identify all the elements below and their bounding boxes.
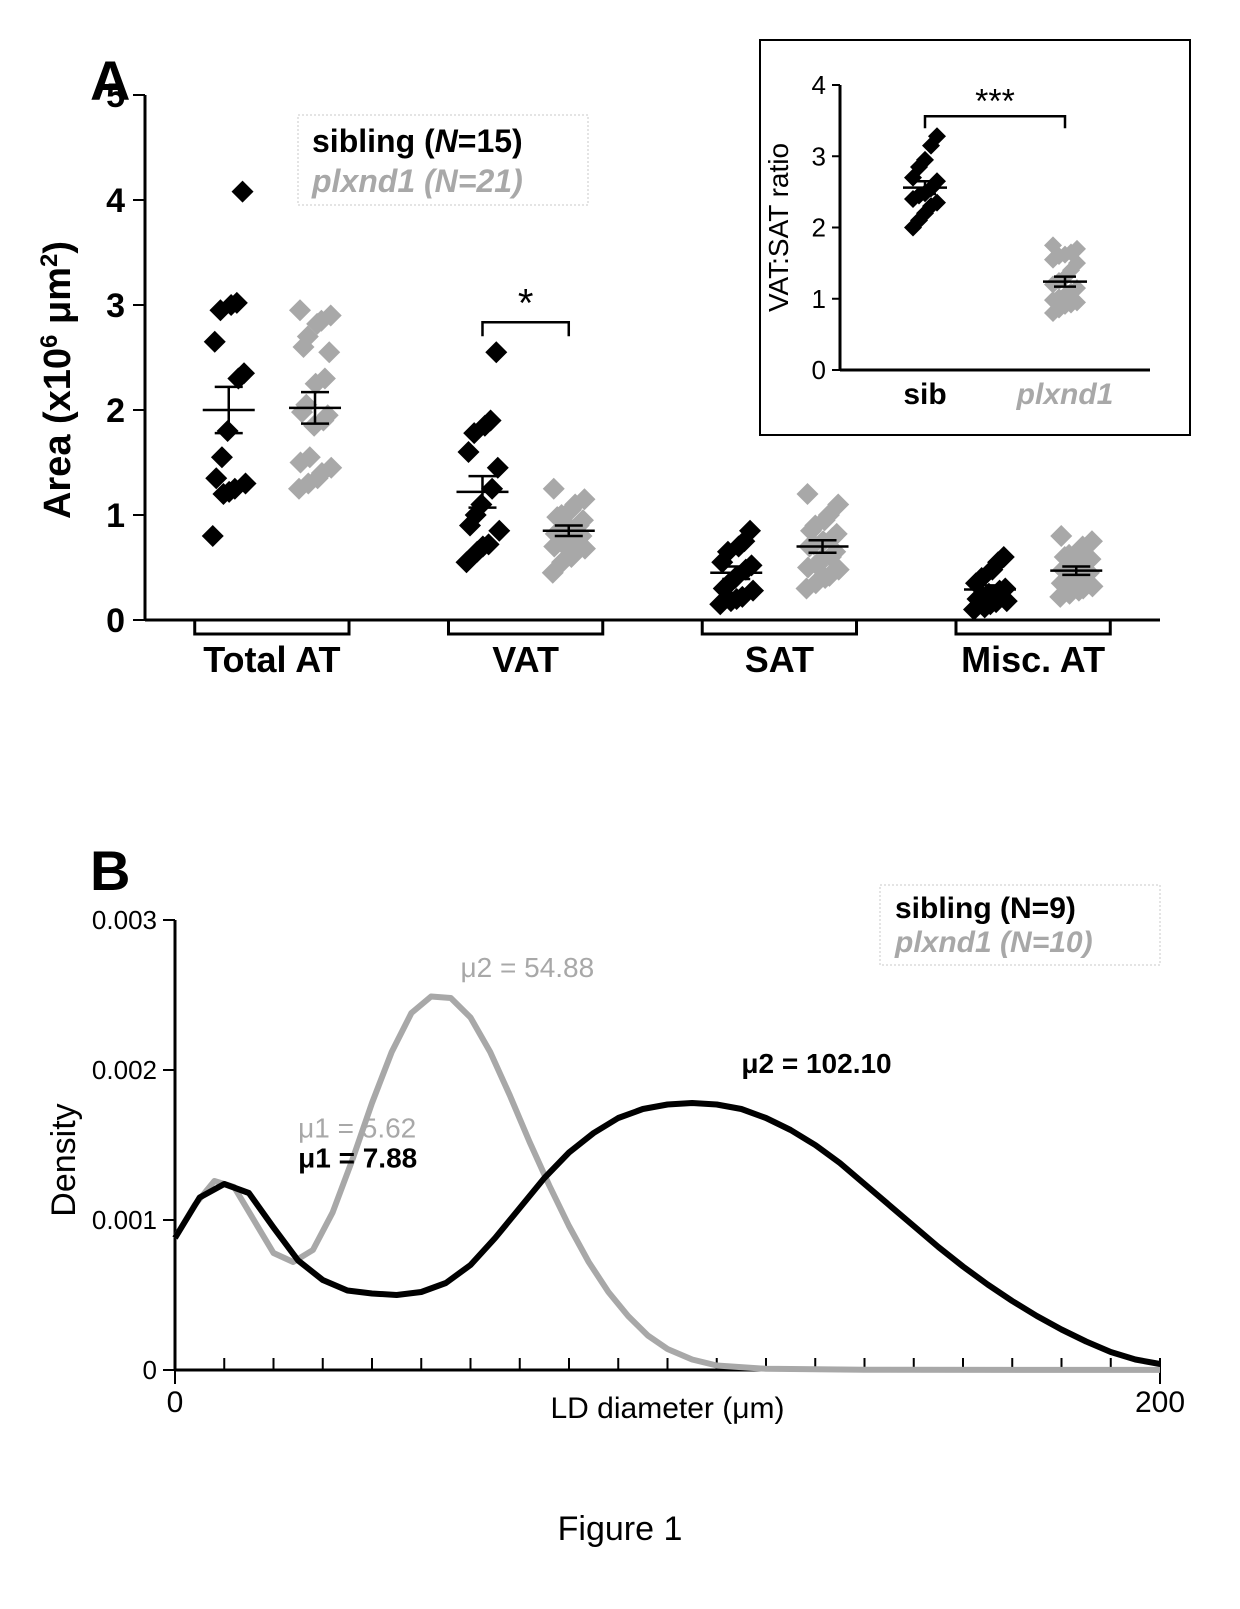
panel-b-curves [175, 997, 1160, 1370]
inset-significance: *** [975, 82, 1015, 120]
data-point [457, 441, 479, 463]
panel-a: A 012345 Total ATVATSATMisc. AT * Area (… [0, 0, 1240, 750]
y-tick-label: 0 [106, 602, 125, 640]
significance-star: * [518, 281, 534, 325]
ann-mu2-sib: μ2 = 102.10 [741, 1048, 891, 1079]
panel-a-x-categories: Total AT VAT SAT Misc. AT [195, 620, 1111, 680]
data-point [481, 478, 503, 500]
x-category-label: SAT [745, 639, 814, 680]
b-y-tick: 0.002 [92, 1055, 157, 1085]
panel-b-legend-sibling: sibling (N=9) [895, 892, 1076, 925]
x-category-label: VAT [492, 639, 559, 680]
data-point [543, 478, 565, 500]
panel-a-significance: * [482, 281, 568, 336]
panel-b-y-label: Density [45, 1103, 83, 1216]
ann-mu2-plx: μ2 = 54.88 [461, 952, 595, 983]
y-tick-label: 4 [106, 182, 125, 220]
data-point [1050, 525, 1072, 547]
inset-y-tick: 0 [812, 355, 826, 385]
data-point [232, 181, 254, 203]
panel-a-legend-plxnd1: plxnd1 (N=21) [311, 163, 523, 199]
b-y-tick: 0.001 [92, 1205, 157, 1235]
ann-mu1-sib: μ1 = 7.88 [298, 1143, 417, 1174]
data-point [211, 446, 233, 468]
data-point [204, 331, 226, 353]
x-category-label: Total AT [203, 639, 340, 680]
data-point [289, 299, 311, 321]
data-point [202, 525, 224, 547]
b-x-label: LD diameter (μm) [551, 1392, 785, 1425]
b-x-tick: 200 [1135, 1386, 1185, 1419]
inset-x-sib: sib [903, 378, 946, 411]
inset-y-tick: 2 [812, 213, 826, 243]
panel-b-axes: 0 0.001 0.002 0.003 0 200 LD diameter (μm) [92, 905, 1185, 1425]
b-y-tick: 0 [143, 1355, 157, 1385]
b-y-tick: 0.003 [92, 905, 157, 935]
ann-mu1-plx: μ1 = 5.62 [298, 1113, 416, 1144]
panel-a-y-label: Area (x106 μm2) [36, 241, 80, 519]
y-tick-label: 2 [106, 392, 125, 430]
y-tick-label: 1 [106, 497, 125, 535]
panel-b: B 0 0.001 0.002 0.003 0 200 LD diameter (μm) μ… [0, 830, 1240, 1480]
data-point [797, 483, 819, 505]
panel-b-legend-plxnd1: plxnd1 (N=10) [894, 926, 1093, 959]
inset-y-tick: 3 [812, 141, 826, 171]
b-x-tick: 0 [167, 1386, 184, 1419]
figure-caption: Figure 1 [0, 1510, 1240, 1549]
inset-y-tick: 4 [812, 70, 826, 100]
curve-plxnd1 [175, 997, 1160, 1370]
y-tick-label: 3 [106, 287, 125, 325]
inset-y-tick: 1 [812, 284, 826, 314]
data-point [485, 341, 507, 363]
panel-b-label: B [90, 839, 130, 902]
x-category-label: Misc. AT [961, 639, 1105, 680]
inset-y-label: VAT:SAT ratio [763, 143, 794, 312]
inset-x-plxnd1: plxnd1 [1016, 378, 1114, 411]
panel-a-legend-sibling: sibling (N=15) [312, 123, 523, 159]
panel-a-inset: 0 1 2 3 4 VAT:SAT ratio sib plxnd1 *** [760, 40, 1190, 435]
figure-page: A 012345 Total ATVATSATMisc. AT * Area (… [0, 0, 1240, 1609]
data-point [318, 341, 340, 363]
y-tick-label: 5 [106, 77, 125, 115]
